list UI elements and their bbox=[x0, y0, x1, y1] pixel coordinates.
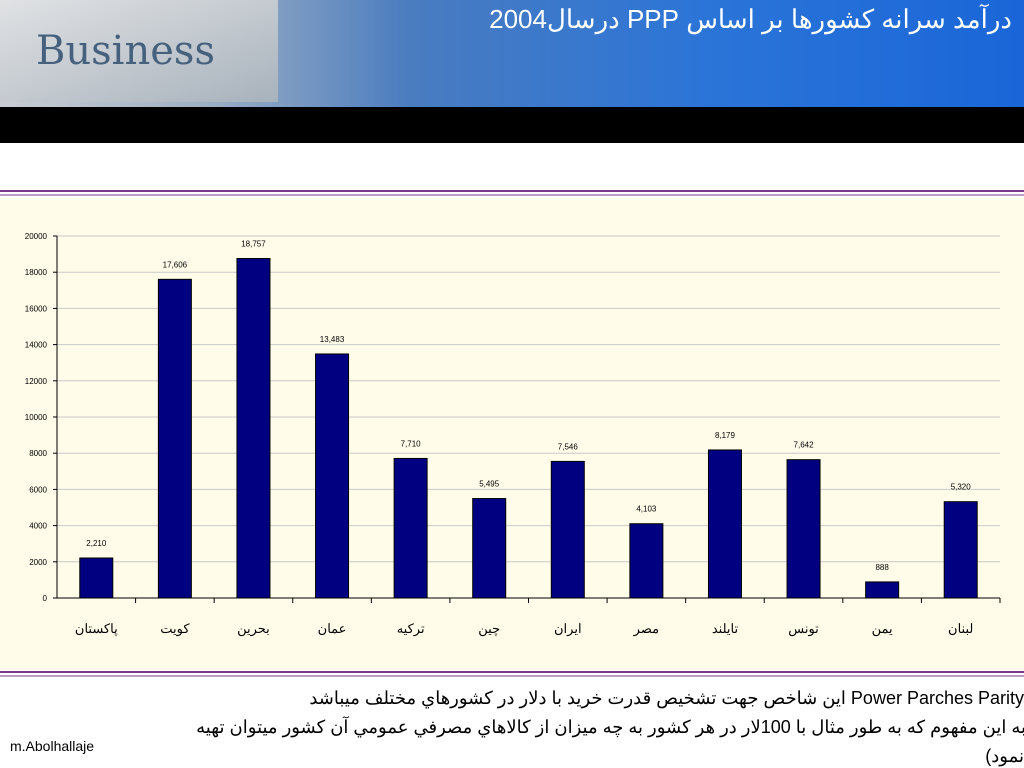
value-label: 2,210 bbox=[86, 539, 107, 548]
value-label: 4,103 bbox=[636, 505, 657, 514]
x-tick-label: تایلند bbox=[712, 621, 739, 636]
x-tick-label: مصر bbox=[633, 621, 659, 637]
y-tick-label: 14000 bbox=[25, 341, 48, 350]
footer-line: نمود) bbox=[985, 746, 1024, 766]
x-tick-label: کویت bbox=[160, 621, 190, 637]
bar bbox=[472, 498, 507, 599]
y-tick-label: 0 bbox=[43, 594, 48, 603]
x-tick-label: پاکستان bbox=[75, 621, 118, 637]
y-tick-label: 2000 bbox=[29, 558, 47, 567]
slide-title: درآمد سرانه کشورها بر اساس PPP درسال2004 bbox=[489, 4, 1012, 34]
bar bbox=[629, 523, 664, 599]
bar bbox=[786, 459, 821, 599]
bar bbox=[943, 501, 978, 599]
author: m.Abolhallaje bbox=[10, 738, 95, 754]
y-tick-label: 8000 bbox=[29, 449, 47, 458]
x-tick-label: یمن bbox=[872, 621, 893, 637]
chart-background bbox=[0, 198, 1024, 670]
x-tick-label: بحرین bbox=[237, 621, 270, 637]
header-banner: Business bbox=[0, 0, 1024, 107]
footer: Power Parches Parity اين شاخص جهت تشخيص … bbox=[0, 684, 1024, 768]
x-tick-label: لبنان bbox=[948, 621, 973, 636]
x-tick-label: تونس bbox=[788, 621, 819, 637]
y-tick-label: 16000 bbox=[25, 304, 48, 313]
value-label: 5,320 bbox=[951, 483, 972, 492]
bar bbox=[550, 460, 585, 599]
bar bbox=[79, 557, 114, 599]
header-bar bbox=[0, 107, 1024, 143]
value-label: 7,546 bbox=[558, 442, 579, 451]
value-label: 18,757 bbox=[241, 239, 266, 248]
y-tick-label: 10000 bbox=[25, 413, 48, 422]
footer-line: به اين مفهوم كه به طور مثال با 100لار در… bbox=[196, 717, 1024, 737]
y-tick-label: 4000 bbox=[29, 522, 47, 531]
value-label: 7,710 bbox=[401, 439, 422, 448]
bar bbox=[865, 581, 900, 599]
bar bbox=[157, 278, 192, 599]
bar bbox=[236, 257, 271, 599]
header-image: Business bbox=[0, 0, 278, 102]
y-tick-label: 6000 bbox=[29, 485, 47, 494]
bar bbox=[315, 353, 350, 599]
value-label: 5,495 bbox=[479, 480, 500, 489]
value-label: 17,606 bbox=[163, 260, 188, 269]
y-tick-label: 12000 bbox=[25, 377, 48, 386]
y-tick-label: 20000 bbox=[25, 232, 48, 241]
bar bbox=[707, 449, 742, 599]
value-label: 8,179 bbox=[715, 431, 736, 440]
value-label: 7,642 bbox=[794, 441, 815, 450]
x-tick-label: ترکیه bbox=[397, 621, 425, 637]
value-label: 13,483 bbox=[320, 335, 345, 344]
x-tick-label: چین bbox=[478, 621, 500, 637]
bar bbox=[393, 457, 428, 599]
x-tick-label: ایران bbox=[554, 621, 582, 637]
footer-line: Power Parches Parity اين شاخص جهت تشخيص … bbox=[309, 688, 1024, 708]
value-label: 888 bbox=[875, 563, 889, 572]
y-tick-label: 18000 bbox=[25, 268, 48, 277]
chart: 0 2000 4000 6000 8000 10000 12000 14000 16000 180… bbox=[0, 190, 1024, 677]
x-tick-label: عمان bbox=[318, 621, 347, 636]
